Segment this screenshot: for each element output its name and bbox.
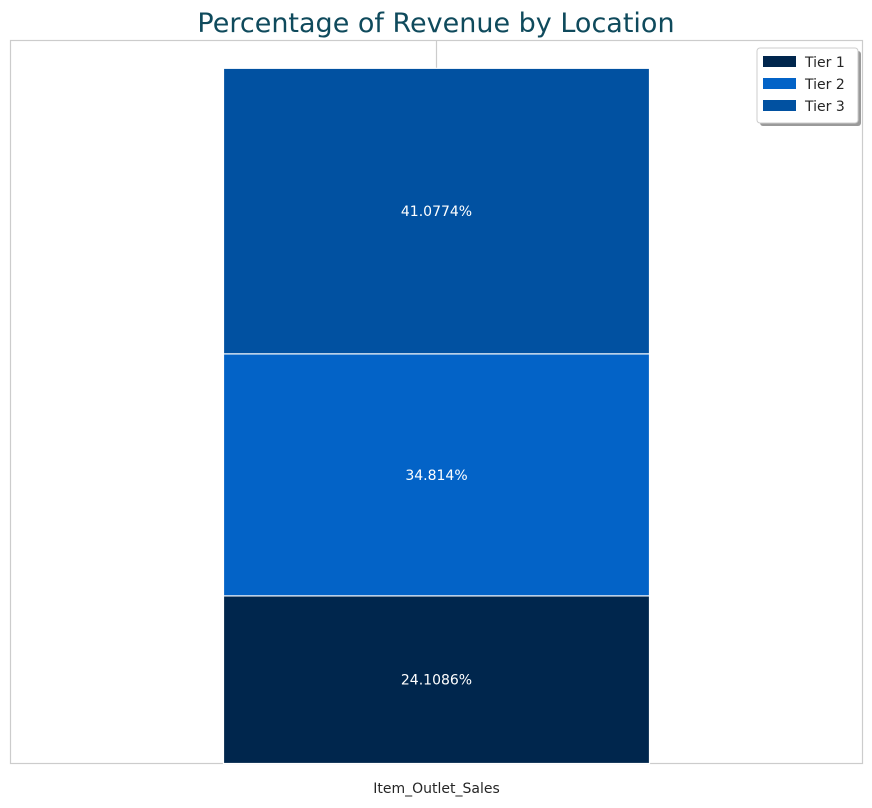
- x-tick-label: Item_Outlet_Sales: [373, 781, 500, 797]
- legend-swatch: [763, 56, 796, 67]
- legend-swatch: [763, 78, 796, 89]
- legend: Tier 1 Tier 2 Tier 3: [756, 47, 861, 126]
- data-label-tier-1: 24.1086%: [401, 673, 472, 689]
- bar-segment-tier-3: [222, 67, 651, 355]
- legend-label: Tier 2: [804, 77, 845, 93]
- bar-segment-tier-1: [222, 595, 651, 765]
- bars-layer: [222, 67, 651, 765]
- legend-label: Tier 1: [804, 55, 845, 71]
- data-label-tier-3: 41.0774%: [401, 204, 472, 220]
- x-axis-ticks: Item_Outlet_Sales: [373, 781, 500, 797]
- chart-title: Percentage of Revenue by Location: [197, 8, 674, 39]
- bar-segment-tier-2: [222, 353, 651, 597]
- data-labels: 24.1086% 34.814% 41.0774%: [401, 204, 472, 689]
- legend-label: Tier 3: [804, 99, 845, 115]
- legend-swatch: [763, 100, 796, 111]
- data-label-tier-2: 34.814%: [405, 468, 467, 484]
